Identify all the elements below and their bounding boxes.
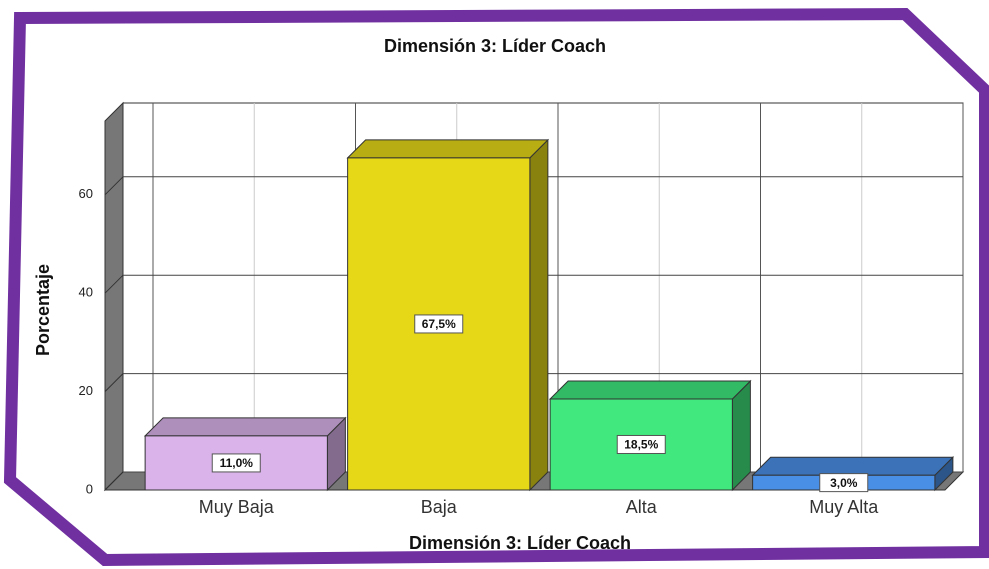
bar <box>143 416 347 492</box>
bar-side <box>731 379 751 492</box>
value-label: 18,5% <box>624 438 658 452</box>
y-tick-label: 0 <box>86 481 93 496</box>
x-tick-label: Alta <box>626 497 658 517</box>
wall-grid-line <box>104 471 124 491</box>
left-wall <box>104 101 124 492</box>
y-tick-label: 60 <box>79 186 93 201</box>
wall-grid-line <box>104 373 124 392</box>
bar-top <box>143 417 347 437</box>
bar-top <box>548 380 752 400</box>
bar-front <box>144 435 328 491</box>
wall-grid-line <box>104 176 124 196</box>
value-label-box <box>616 434 666 454</box>
value-label-box <box>211 453 261 473</box>
wall-grid-line <box>104 274 124 294</box>
x-axis-title: Dimensión 3: Líder Coach <box>409 533 631 553</box>
bar-top <box>751 456 955 476</box>
y-axis-title: Porcentaje <box>33 264 53 356</box>
value-label: 11,0% <box>220 456 254 470</box>
x-tick-label: Baja <box>421 497 458 517</box>
value-label-box <box>819 473 869 493</box>
bar-side <box>529 138 549 492</box>
x-tick-label: Muy Baja <box>199 497 275 517</box>
bar-top <box>346 139 550 159</box>
value-label-box <box>414 314 464 334</box>
y-tick-label: 40 <box>79 285 93 300</box>
x-tick-label: Muy Alta <box>809 497 879 517</box>
value-label: 3,0% <box>830 476 858 490</box>
chart-title: Dimensión 3: Líder Coach <box>384 36 606 56</box>
y-tick-label: 20 <box>79 383 93 398</box>
value-label: 67,5% <box>422 317 456 331</box>
